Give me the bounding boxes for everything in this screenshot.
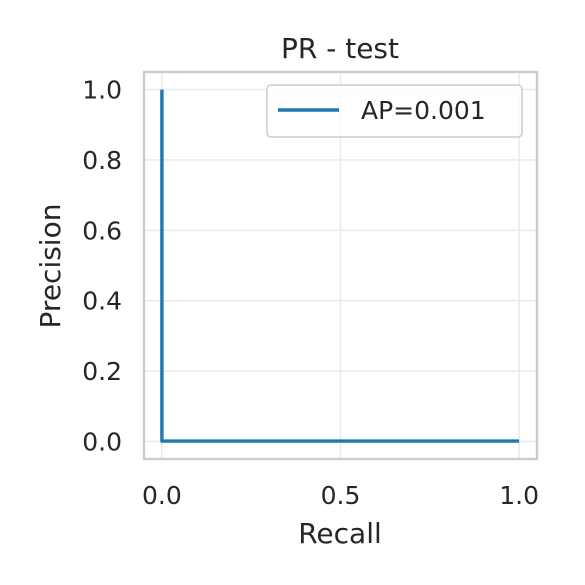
chart-title: PR - test (281, 32, 399, 65)
y-ticks: 0.0 0.2 0.4 0.6 0.8 1.0 (82, 76, 122, 457)
x-tick-label: 0.5 (321, 481, 361, 510)
legend-box (266, 84, 523, 138)
y-tick-label: 0.2 (82, 357, 122, 386)
series-layer (160, 89, 520, 443)
y-axis-title: Precision (34, 204, 67, 329)
legend-label: AP=0.001 (361, 96, 486, 125)
y-tick-label: 0.4 (82, 287, 122, 316)
plot-frame (142, 70, 539, 461)
series-line (160, 89, 520, 443)
y-tick-label: 0.6 (82, 216, 122, 245)
x-ticks: 0.0 0.5 1.0 (142, 481, 539, 510)
y-tick-label: 0.8 (82, 146, 122, 175)
x-axis-title: Recall (298, 517, 382, 550)
legend: AP=0.001 (266, 84, 523, 138)
x-tick-label: 0.0 (142, 481, 182, 510)
x-tick-label: 1.0 (499, 481, 539, 510)
y-tick-label: 0.0 (82, 427, 122, 456)
y-tick-label: 1.0 (82, 76, 122, 105)
